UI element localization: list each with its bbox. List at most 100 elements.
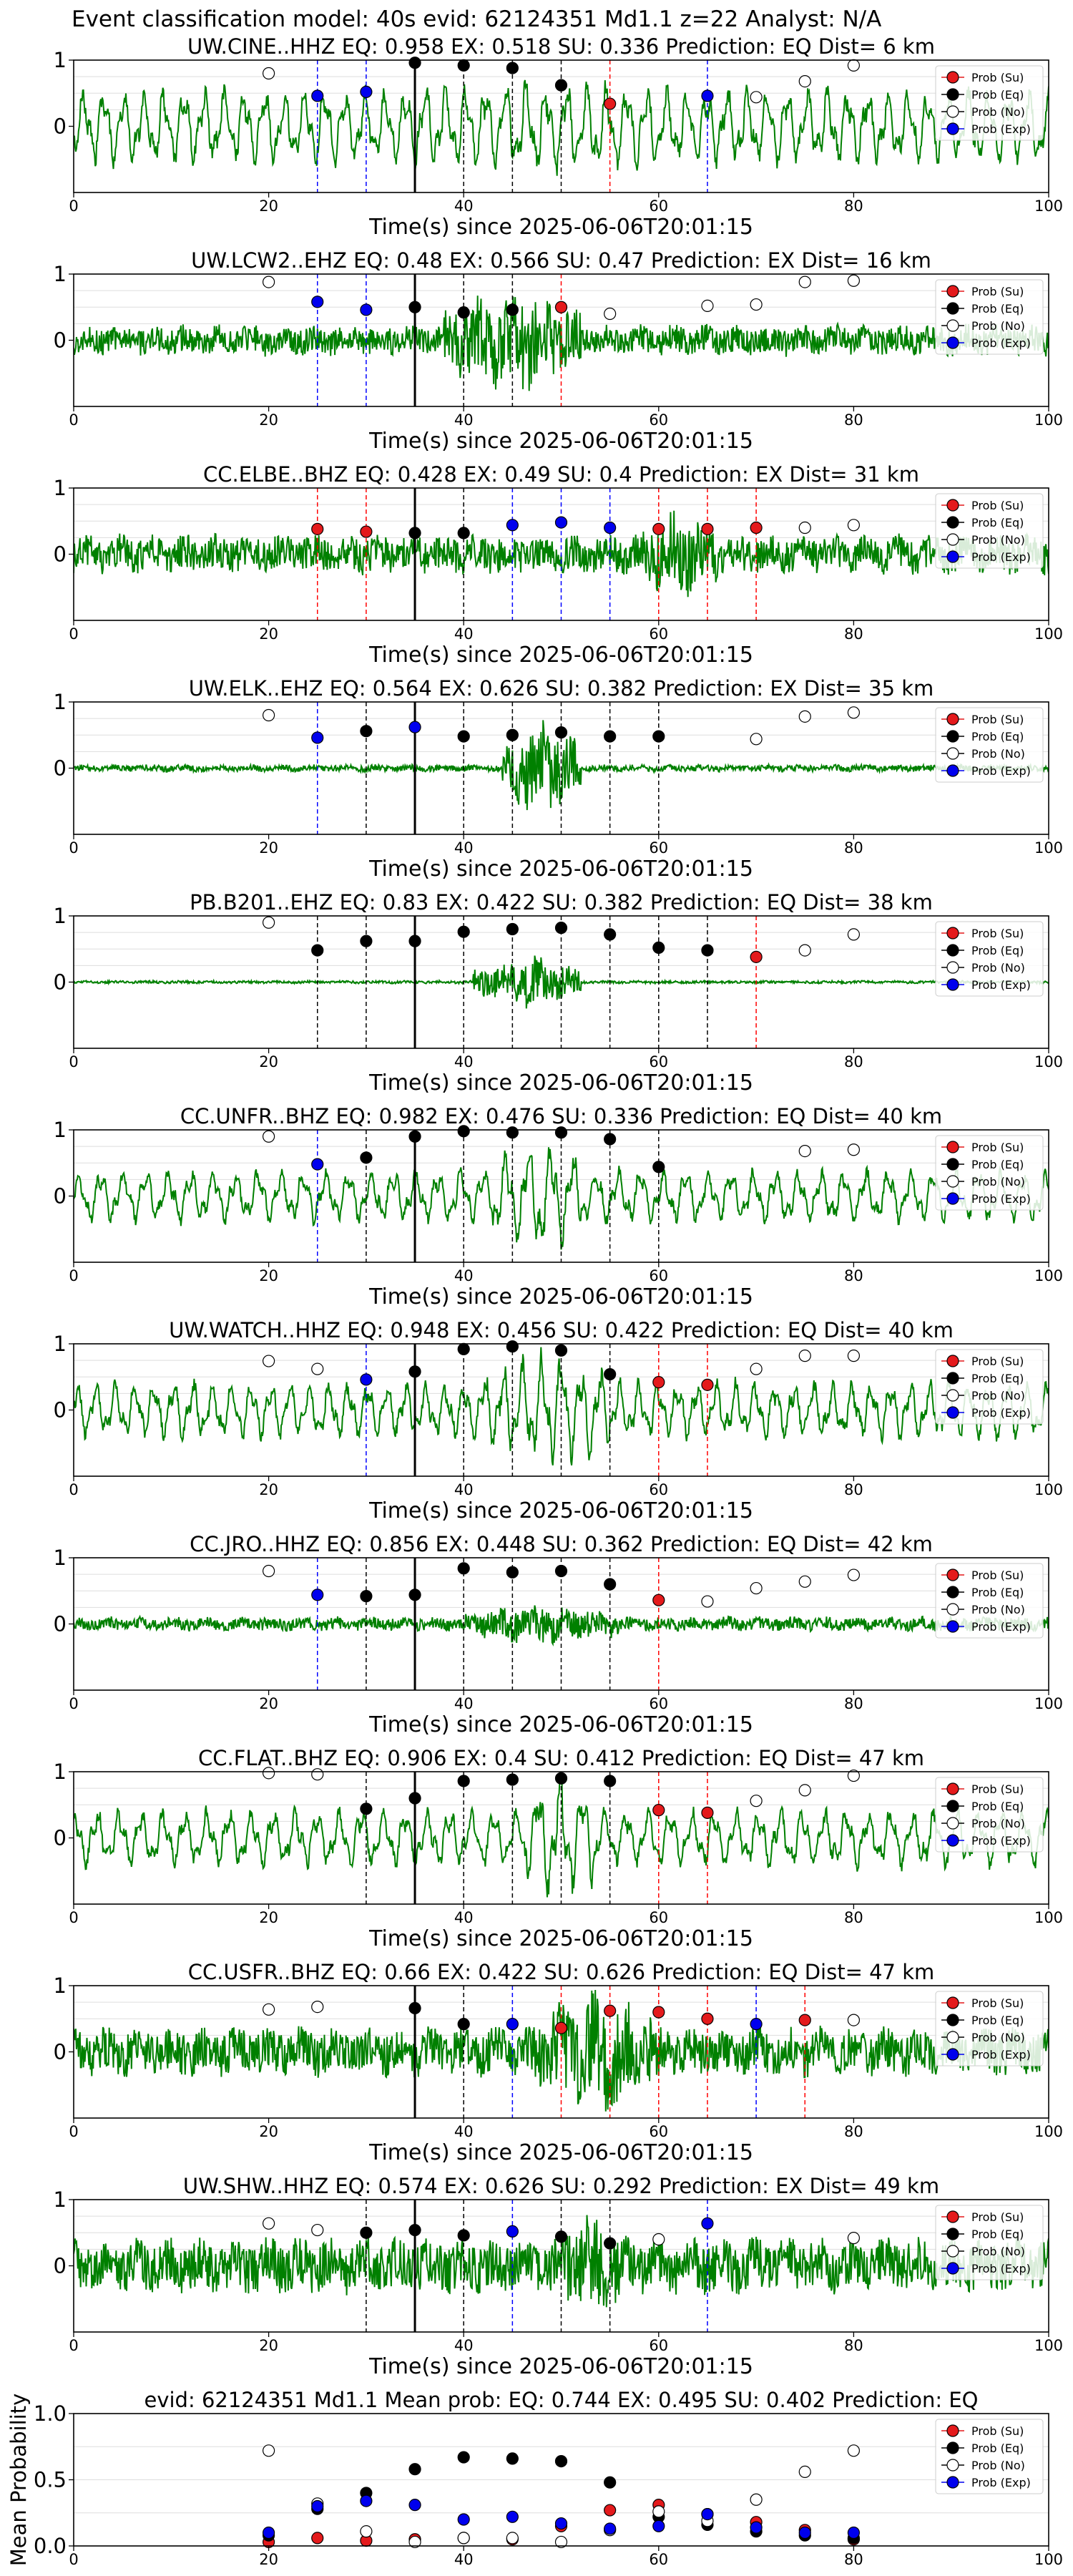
- legend: Prob (Su) Prob (Eq) Prob (No) Prob (Exp): [935, 1777, 1044, 1853]
- legend-marker-eq: [946, 2228, 959, 2240]
- point-exp: [798, 2526, 811, 2540]
- legend-label-su: Prob (Su): [971, 927, 1024, 940]
- x-tick-label: 20: [259, 411, 278, 429]
- legend-box: [935, 2205, 1044, 2280]
- panel-title: UW.ELK..EHZ EQ: 0.564 EX: 0.626 SU: 0.38…: [189, 676, 934, 701]
- y-tick-label: 1: [54, 1118, 67, 1142]
- point-exp: [311, 1158, 324, 1171]
- legend-marker-no: [946, 2245, 959, 2258]
- panel-9: 0 20 40 60 80 100 0 1 CC.FLAT..BHZ EQ: 0.906 EX:…: [54, 1746, 1064, 1951]
- point-no: [701, 1595, 714, 1608]
- y-tick-label: 1: [54, 1974, 67, 1998]
- legend-box: [935, 2419, 1044, 2494]
- point-eq: [408, 1130, 421, 1143]
- legend-marker-eq: [946, 88, 959, 101]
- x-tick-label: 100: [1034, 197, 1063, 215]
- point-exp: [311, 296, 324, 308]
- point-no: [847, 2232, 861, 2245]
- panel-5: 0 20 40 60 80 100 0 1 PB.B201..EHZ EQ: 0.83 EX: …: [54, 890, 1064, 1096]
- point-no: [798, 74, 811, 88]
- x-axis-label: Time(s) since 2025-06-06T20:01:15: [368, 857, 753, 882]
- marker-lines: [317, 488, 757, 620]
- point-no: [847, 706, 861, 719]
- x-tick-label: 20: [259, 1267, 278, 1284]
- legend-marker-exp: [946, 1620, 959, 1633]
- legend-label-eq: Prob (Eq): [971, 302, 1024, 316]
- point-no: [263, 1355, 275, 1367]
- point-exp: [360, 2494, 373, 2507]
- legend-box: [935, 707, 1044, 783]
- x-tick-label: 0: [69, 625, 78, 643]
- point-no: [847, 1350, 861, 1362]
- point-eq: [457, 1775, 470, 1787]
- waveform-trace: [74, 296, 1049, 391]
- waveform-trace: [74, 1347, 1049, 1465]
- x-tick-label: 60: [649, 1053, 668, 1070]
- x-tick-label: 0: [69, 1053, 78, 1070]
- legend-label-exp: Prob (Exp): [971, 2048, 1031, 2062]
- point-su: [750, 521, 763, 535]
- panel-title: CC.FLAT..BHZ EQ: 0.906 EX: 0.4 SU: 0.412…: [198, 1746, 924, 1770]
- y-tick-label: 0: [54, 328, 67, 353]
- x-tick-label: 20: [259, 2551, 278, 2568]
- point-exp: [408, 721, 421, 733]
- x-axis-label: Time(s) since 2025-06-06T20:01:15: [368, 429, 753, 454]
- waveform-trace: [74, 1772, 1049, 1898]
- point-eq: [311, 944, 324, 957]
- point-eq: [360, 1590, 373, 1603]
- point-no: [311, 2001, 324, 2014]
- probability-points: [263, 1125, 861, 1174]
- x-tick-label: 100: [1034, 2551, 1063, 2568]
- point-exp: [701, 2508, 714, 2521]
- x-tick-label: 40: [454, 839, 474, 857]
- legend-marker-no: [946, 319, 959, 332]
- point-su: [701, 1806, 714, 1819]
- point-su: [360, 525, 373, 538]
- legend-label-eq: Prob (Eq): [971, 730, 1024, 743]
- legend-label-eq: Prob (Eq): [971, 2014, 1024, 2027]
- legend-marker-no: [946, 1817, 959, 1830]
- x-tick-label: 80: [844, 197, 863, 215]
- x-tick-label: 100: [1034, 1695, 1063, 1712]
- panel-12: 0 20 40 60 80 100 0.0 0.5 1.0 evid: 62124351 Md1.…: [6, 2388, 1063, 2568]
- point-exp: [554, 516, 568, 529]
- panel-2: 0 20 40 60 80 100 0 1 UW.LCW2..EHZ EQ: 0.48 EX: …: [54, 248, 1064, 454]
- point-su: [652, 1376, 665, 1389]
- legend: Prob (Su) Prob (Eq) Prob (No) Prob (Exp): [935, 279, 1044, 355]
- legend-marker-su: [946, 927, 959, 940]
- point-eq: [506, 2452, 519, 2465]
- legend-marker-eq: [946, 1586, 959, 1599]
- y-tick-label: 0.0: [34, 2534, 67, 2558]
- waveform-trace: [74, 1147, 1049, 1250]
- legend-label-no: Prob (No): [971, 533, 1025, 547]
- point-eq: [652, 730, 665, 743]
- point-eq: [360, 2226, 373, 2239]
- point-no: [798, 1784, 811, 1797]
- legend-label-no: Prob (No): [971, 2459, 1025, 2472]
- point-eq: [604, 1775, 617, 1787]
- y-tick-label: 0: [54, 1826, 67, 1850]
- panel-title: CC.ELBE..BHZ EQ: 0.428 EX: 0.49 SU: 0.4 …: [203, 462, 919, 487]
- x-tick-label: 100: [1034, 839, 1063, 857]
- legend-label-eq: Prob (Eq): [971, 2228, 1024, 2241]
- x-tick-label: 100: [1034, 1909, 1063, 1926]
- legend-label-su: Prob (Su): [971, 2424, 1024, 2438]
- legend-marker-su: [946, 2424, 959, 2437]
- legend-label-no: Prob (No): [971, 319, 1025, 333]
- legend-marker-no: [946, 105, 959, 118]
- legend: Prob (Su) Prob (Eq) Prob (No) Prob (Exp): [935, 921, 1044, 997]
- point-exp: [311, 731, 324, 744]
- legend: Prob (Su) Prob (Eq) Prob (No) Prob (Exp): [935, 2419, 1044, 2494]
- point-no: [263, 67, 275, 80]
- legend-marker-no: [946, 1603, 959, 1616]
- point-eq: [457, 1125, 470, 1138]
- probability-points: [263, 2001, 861, 2034]
- point-eq: [506, 1773, 519, 1786]
- point-exp: [701, 89, 714, 102]
- legend-marker-su: [946, 713, 959, 726]
- point-eq: [506, 1566, 519, 1579]
- point-eq: [604, 1367, 617, 1381]
- legend-marker-su: [946, 1996, 959, 2009]
- point-no: [847, 1769, 861, 1782]
